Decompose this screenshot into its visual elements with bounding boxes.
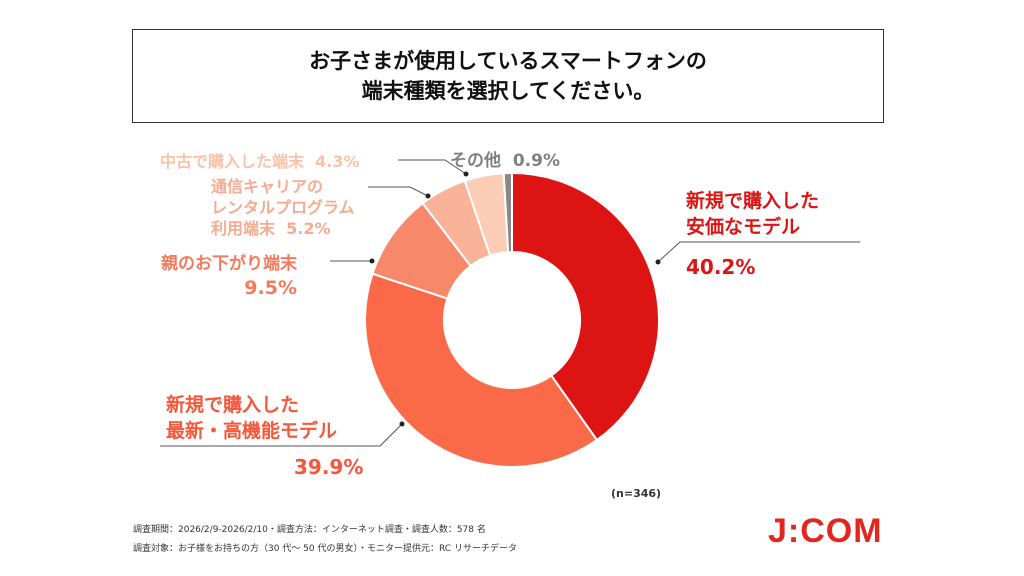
value-label: 39.9% [294,455,364,479]
label-other: その他 0.9% [450,146,560,171]
leader-line [398,159,467,175]
label-line: 最新・高機能モデル [166,420,338,442]
label-line: レンタルプログラム [211,198,355,217]
label-line: 利用端末 5.2% [211,218,355,239]
label-carrier-rental: 通信キャリアの レンタルプログラム 利用端末 5.2% [211,176,355,239]
label-hand-me-down: 親のお下がり端末 9.5% [161,252,297,300]
label-line: 通信キャリアの [211,177,324,196]
title-line-2: 端末種類を選択してください。 [361,79,655,103]
leader-line [368,186,429,197]
label-line: 新規で購入した [166,394,300,416]
sample-size: (n=346) [611,487,662,500]
label-line: 安価なモデル [686,216,801,238]
label-text: 中古で購入した端末 [160,152,305,171]
value-label: 4.3% [315,152,360,171]
donut-slice [511,171,660,442]
label-text: 利用端末 [211,219,276,238]
label-line: 親のお下がり端末 [161,254,297,274]
donut-slice [364,272,599,468]
footer-survey-period: 調査期間：2026/2/9-2026/2/10・調査方法：インターネット調査・調… [133,525,486,535]
value-label: 0.9% [512,151,560,171]
label-line: 新規で購入した [686,190,820,212]
leader-line [160,423,403,447]
jcom-logo: J:COM [768,512,883,550]
value-label: 9.5% [244,277,297,299]
chart-title: お子さまが使用しているスマートフォンの 端末種類を選択してください。 [132,29,884,123]
leader-line [657,241,860,263]
value-label: 5.2% [286,219,331,238]
label-latest-new: 新規で購入した 最新・高機能モデル 39.9% [166,392,363,480]
label-budget-new: 新規で購入した 安価なモデル 40.2% [686,188,819,280]
leader-dot [399,421,405,427]
donut-slice [502,171,513,254]
leader-dot [369,258,375,264]
label-used: 中古で購入した端末 4.3% [160,148,360,172]
leader-dot [655,259,661,265]
label-text: その他 [450,151,501,171]
leader-dot [425,193,431,199]
footer-survey-target: 調査対象：お子様をお持ちの方（30 代～ 50 代の男女）・モニター提供元：RC… [133,544,517,554]
value-label: 40.2% [686,255,756,279]
title-line-1: お子さまが使用しているスマートフォンの [309,49,707,73]
leader-dot [463,171,469,177]
